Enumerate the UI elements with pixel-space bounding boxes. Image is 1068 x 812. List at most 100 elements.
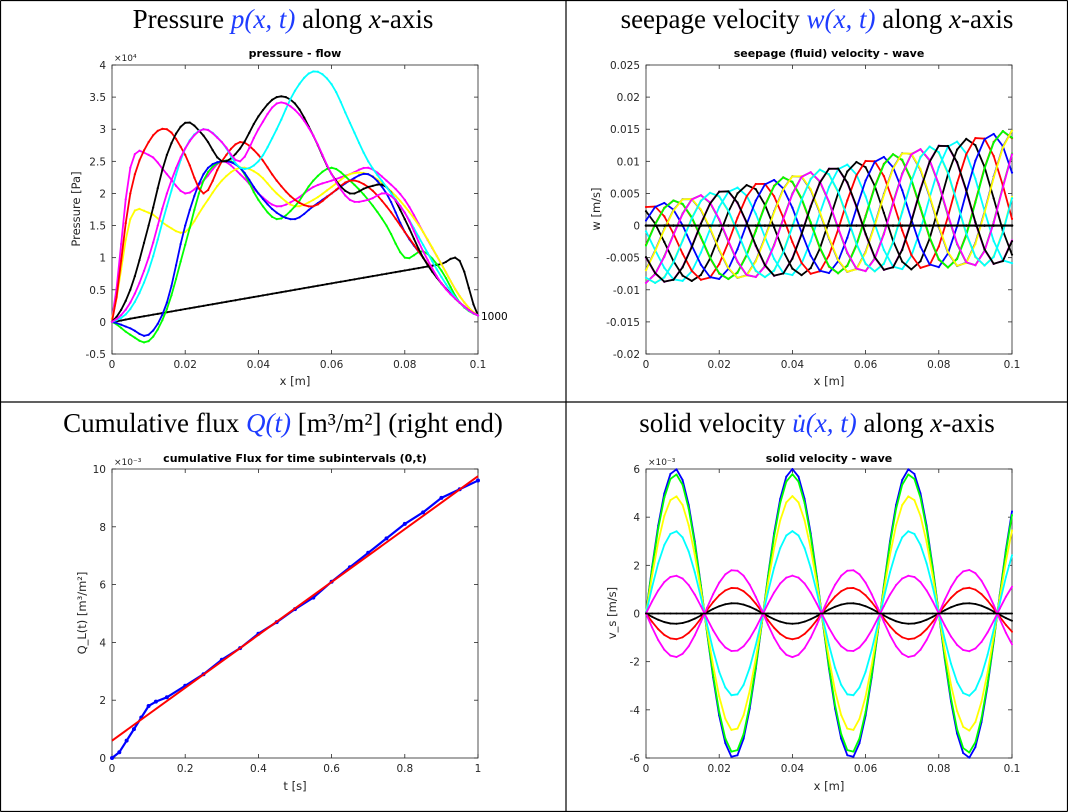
data-point bbox=[170, 142, 173, 145]
data-point bbox=[161, 319, 164, 322]
data-point bbox=[344, 111, 347, 114]
data-point bbox=[946, 213, 950, 216]
data-point bbox=[321, 73, 324, 76]
data-point bbox=[412, 243, 416, 246]
data-point bbox=[718, 612, 721, 615]
data-point bbox=[229, 161, 233, 164]
data-point bbox=[828, 657, 830, 660]
data-point bbox=[133, 336, 136, 339]
data-point bbox=[261, 154, 265, 157]
data-point bbox=[298, 216, 301, 219]
data-point bbox=[170, 294, 173, 297]
data-point bbox=[791, 257, 794, 260]
data-point bbox=[348, 121, 351, 124]
data-point bbox=[690, 246, 693, 249]
data-point bbox=[440, 275, 443, 279]
data-point bbox=[663, 581, 666, 584]
data-point bbox=[736, 186, 739, 189]
data-point bbox=[202, 134, 205, 137]
data-point bbox=[211, 303, 214, 306]
data-point bbox=[458, 295, 461, 298]
data-point bbox=[800, 175, 803, 179]
chart-title: seepage (fluid) velocity - wave bbox=[734, 47, 925, 60]
data-point bbox=[681, 478, 684, 481]
data-point bbox=[943, 598, 946, 601]
data-point bbox=[706, 612, 708, 615]
data-point bbox=[435, 275, 438, 278]
data-point bbox=[882, 174, 886, 178]
data-point bbox=[330, 185, 333, 189]
data-point bbox=[809, 188, 812, 191]
data-point bbox=[444, 276, 448, 280]
data-point bbox=[779, 647, 782, 650]
data-point bbox=[184, 243, 187, 246]
y-tick-label: 2 bbox=[99, 188, 106, 200]
data-point bbox=[855, 160, 858, 164]
data-point bbox=[928, 235, 931, 239]
data-point bbox=[421, 510, 426, 515]
data-point bbox=[748, 612, 751, 615]
data-point bbox=[956, 603, 959, 606]
data-point bbox=[803, 632, 806, 635]
data-point bbox=[357, 141, 361, 144]
data-point bbox=[974, 746, 977, 749]
data-point bbox=[202, 128, 205, 131]
data-point bbox=[271, 137, 274, 140]
data-point bbox=[170, 227, 173, 230]
data-point bbox=[216, 136, 219, 139]
data-point bbox=[919, 245, 922, 248]
line-annotation: 1000 bbox=[481, 311, 508, 323]
data-point bbox=[321, 199, 324, 203]
data-point bbox=[307, 185, 310, 188]
data-point bbox=[681, 252, 684, 255]
data-point bbox=[736, 693, 739, 696]
data-point bbox=[754, 244, 757, 247]
data-point bbox=[968, 756, 971, 759]
data-point bbox=[773, 257, 776, 260]
data-point bbox=[950, 635, 952, 638]
data-point bbox=[426, 251, 429, 255]
data-point bbox=[147, 269, 150, 272]
data-point bbox=[170, 189, 173, 192]
data-point bbox=[312, 198, 315, 201]
data-point bbox=[644, 224, 648, 227]
data-point bbox=[147, 256, 150, 259]
data-point bbox=[834, 595, 837, 598]
data-point bbox=[669, 532, 672, 535]
data-point bbox=[937, 151, 940, 154]
data-point bbox=[910, 268, 913, 271]
data-point bbox=[153, 699, 158, 704]
data-point bbox=[727, 239, 730, 242]
data-point bbox=[803, 547, 806, 550]
data-point bbox=[748, 666, 751, 669]
data-point bbox=[444, 283, 448, 286]
data-point bbox=[870, 612, 873, 615]
data-point bbox=[910, 153, 913, 156]
data-point bbox=[124, 308, 127, 311]
data-point bbox=[730, 750, 733, 753]
data-point bbox=[312, 185, 315, 189]
data-point bbox=[367, 185, 370, 189]
data-point bbox=[785, 622, 788, 625]
data-point bbox=[394, 271, 397, 274]
data-point bbox=[791, 656, 794, 659]
data-point bbox=[965, 261, 968, 264]
data-point bbox=[284, 290, 287, 293]
data-point bbox=[882, 596, 885, 599]
data-point bbox=[889, 634, 891, 637]
data-point bbox=[754, 269, 757, 272]
data-point bbox=[367, 160, 370, 163]
data-point bbox=[901, 536, 904, 539]
data-point bbox=[773, 626, 776, 629]
data-point bbox=[307, 205, 310, 208]
data-point bbox=[687, 645, 690, 648]
data-point bbox=[257, 160, 260, 163]
data-point bbox=[669, 477, 672, 480]
data-point bbox=[1004, 595, 1007, 598]
data-point bbox=[252, 122, 255, 126]
data-point bbox=[284, 96, 287, 99]
data-point bbox=[809, 178, 812, 181]
data-point bbox=[919, 148, 922, 151]
data-point bbox=[736, 602, 739, 605]
data-point bbox=[476, 478, 480, 483]
